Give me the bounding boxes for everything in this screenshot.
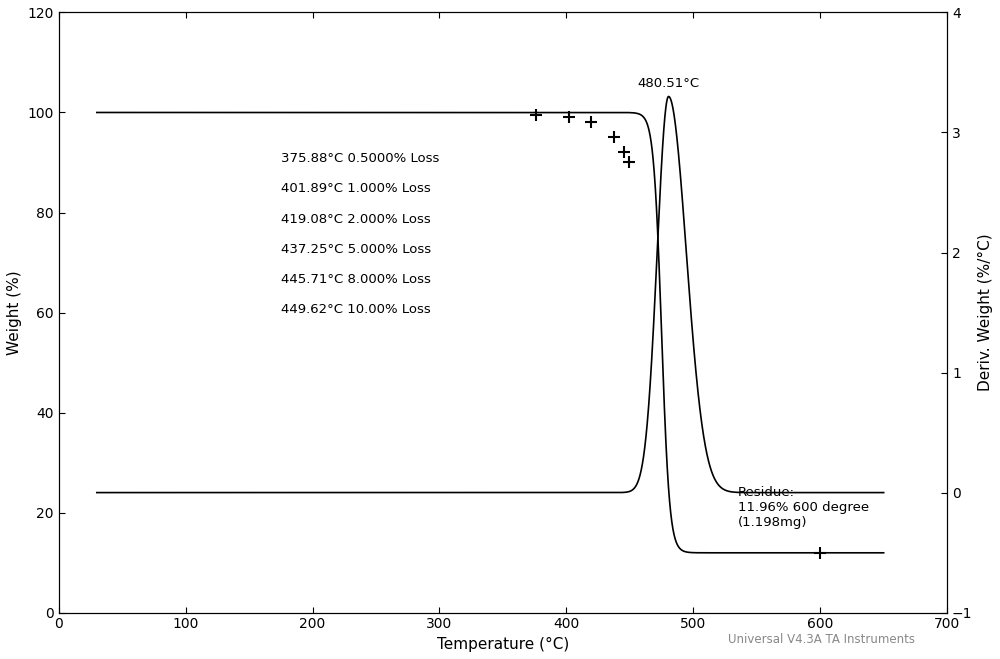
Text: 445.71°C 8.000% Loss: 445.71°C 8.000% Loss [281, 273, 431, 285]
Text: 449.62°C 10.00% Loss: 449.62°C 10.00% Loss [281, 302, 431, 316]
Y-axis label: Weight (%): Weight (%) [7, 270, 22, 355]
Text: 437.25°C 5.000% Loss: 437.25°C 5.000% Loss [281, 243, 431, 256]
Y-axis label: Deriv. Weight (%/°C): Deriv. Weight (%/°C) [978, 234, 993, 391]
X-axis label: Temperature (°C): Temperature (°C) [437, 637, 569, 652]
Text: 375.88°C 0.5000% Loss: 375.88°C 0.5000% Loss [281, 152, 439, 165]
Text: 480.51°C: 480.51°C [638, 78, 700, 90]
Text: Residue:
11.96% 600 degree
(1.198mg): Residue: 11.96% 600 degree (1.198mg) [738, 486, 869, 529]
Text: 401.89°C 1.000% Loss: 401.89°C 1.000% Loss [281, 183, 431, 196]
Text: 419.08°C 2.000% Loss: 419.08°C 2.000% Loss [281, 212, 431, 225]
Text: Universal V4.3A TA Instruments: Universal V4.3A TA Instruments [728, 633, 915, 646]
